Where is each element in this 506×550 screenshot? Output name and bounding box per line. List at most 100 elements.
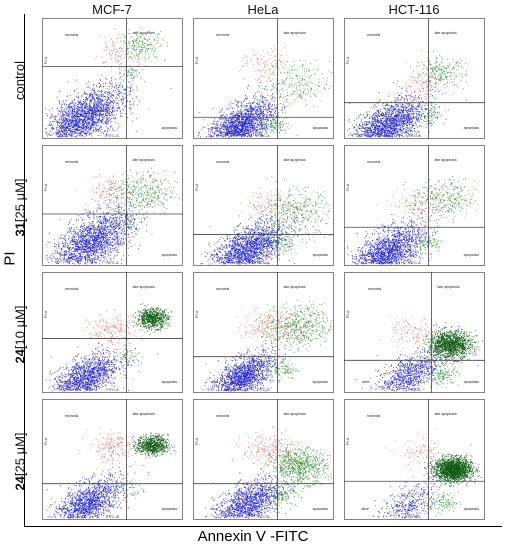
- quadrant-label-necrosis: necrosis: [367, 33, 381, 37]
- x-channel-label: FITC-A: [408, 134, 421, 138]
- quadrant-label-necrosis: necrosis: [368, 287, 382, 291]
- quadrant-label-late-apoptosis: late apoptosis: [133, 412, 155, 416]
- quadrant-label-apoptosis: apoptosis: [313, 507, 329, 511]
- quadrant-label-necrosis: necrosis: [367, 160, 381, 164]
- y-channel-label: PI-A: [346, 310, 350, 318]
- scatter-panel-0-3: necrosis late apoptosis alive apoptosis FITC…: [42, 399, 183, 520]
- scatter-panel-2-2: necrosis late apoptosis alive apoptosis FITC…: [344, 272, 485, 393]
- event-dots: [347, 176, 479, 265]
- quadrant-label-late-apoptosis: late apoptosis: [435, 31, 457, 35]
- quadrant-label-alive: alive: [361, 126, 368, 130]
- quadrant-label-late-apoptosis: late apoptosis: [284, 412, 306, 416]
- scatter-panel-1-2: necrosis late apoptosis alive apoptosis FITC…: [193, 272, 334, 393]
- y-channel-label: PI-A: [346, 183, 350, 191]
- x-channel-label: FITC-A: [257, 134, 270, 138]
- y-channel-label: PI-A: [346, 56, 350, 64]
- quadrant-label-alive: alive: [210, 253, 217, 257]
- quadrant-label-alive: alive: [210, 380, 217, 384]
- row-label-control: control: [0, 18, 40, 143]
- event-dots: [45, 22, 172, 138]
- figure-y-axis-line: [24, 14, 25, 526]
- x-channel-label: FITC-A: [106, 515, 119, 519]
- scatter-panel-2-1: necrosis late apoptosis alive apoptosis FITC…: [344, 145, 485, 266]
- y-channel-label: PI-A: [44, 310, 48, 318]
- quadrant-label-apoptosis: apoptosis: [162, 380, 178, 384]
- quadrant-label-late-apoptosis: late apoptosis: [437, 285, 459, 289]
- row-label-24-25um: 24 [25 µM]: [0, 399, 40, 524]
- quadrant-label-necrosis: necrosis: [65, 414, 79, 418]
- x-channel-label: FITC-A: [408, 388, 421, 392]
- quadrant-label-alive: alive: [361, 253, 368, 257]
- quadrant-label-necrosis: necrosis: [367, 414, 381, 418]
- event-dots: [46, 414, 177, 519]
- y-channel-label: PI-A: [195, 183, 199, 191]
- quadrant-label-late-apoptosis: late apoptosis: [133, 158, 155, 162]
- row-label-24-10um: 24 [10 µM]: [0, 272, 40, 397]
- quadrant-label-late-apoptosis: late apoptosis: [435, 158, 457, 162]
- scatter-panel-1-0: necrosis late apoptosis alive apoptosis FITC…: [193, 18, 334, 139]
- scatter-panel-0-0: necrosis late apoptosis alive apoptosis FITC…: [42, 18, 183, 139]
- quadrant-label-apoptosis: apoptosis: [464, 507, 480, 511]
- quadrant-label-apoptosis: apoptosis: [313, 380, 329, 384]
- x-channel-label: FITC-A: [106, 134, 119, 138]
- scatter-panel-2-0: necrosis late apoptosis alive apoptosis FITC…: [344, 18, 485, 139]
- x-channel-label: FITC-A: [257, 515, 270, 519]
- quadrant-label-apoptosis: apoptosis: [464, 380, 480, 384]
- quadrant-label-alive: alive: [59, 380, 66, 384]
- y-channel-label: PI-A: [44, 437, 48, 445]
- quadrant-label-alive: alive: [210, 507, 217, 511]
- x-axis-title: Annexin V -FITC: [0, 528, 506, 545]
- quadrant-label-apoptosis: apoptosis: [464, 126, 480, 130]
- scatter-panel-1-1: necrosis late apoptosis alive apoptosis FITC…: [193, 145, 334, 266]
- quadrant-label-alive: alive: [361, 507, 368, 511]
- scatter-panel-2-3: necrosis late apoptosis alive apoptosis FITC…: [344, 399, 485, 520]
- event-dots: [355, 315, 483, 392]
- quadrant-label-late-apoptosis: late apoptosis: [133, 285, 155, 289]
- quadrant-label-apoptosis: apoptosis: [162, 253, 178, 257]
- quadrant-label-late-apoptosis: late apoptosis: [284, 285, 306, 289]
- quadrant-label-necrosis: necrosis: [216, 287, 230, 291]
- quadrant-label-late-apoptosis: late apoptosis: [284, 158, 306, 162]
- quadrant-label-necrosis: necrosis: [65, 33, 79, 37]
- x-channel-label: FITC-A: [106, 388, 119, 392]
- y-channel-label: PI-A: [44, 183, 48, 191]
- x-channel-label: FITC-A: [408, 515, 421, 519]
- quadrant-label-alive: alive: [362, 380, 369, 384]
- quadrant-label-alive: alive: [59, 253, 66, 257]
- scatter-panel-1-3: necrosis late apoptosis alive apoptosis FITC…: [193, 399, 334, 520]
- quadrant-label-late-apoptosis: late apoptosis: [435, 412, 457, 416]
- quadrant-label-alive: alive: [59, 507, 66, 511]
- scatter-panel-0-2: necrosis late apoptosis alive apoptosis FITC…: [42, 272, 183, 393]
- quadrant-label-necrosis: necrosis: [216, 414, 230, 418]
- event-dots: [46, 167, 180, 265]
- quadrant-label-apoptosis: apoptosis: [162, 507, 178, 511]
- y-channel-label: PI-A: [195, 56, 199, 64]
- column-title-mcf7: MCF-7: [42, 2, 182, 17]
- quadrant-label-alive: alive: [59, 126, 66, 130]
- quadrant-label-necrosis: necrosis: [216, 160, 230, 164]
- y-channel-label: PI-A: [44, 56, 48, 64]
- y-channel-label: PI-A: [346, 437, 350, 445]
- row-label-31-25um: 31 [25 µM]: [0, 145, 40, 270]
- quadrant-label-necrosis: necrosis: [65, 287, 79, 291]
- event-dots: [373, 427, 482, 519]
- quadrant-label-apoptosis: apoptosis: [162, 126, 178, 130]
- event-dots: [347, 50, 467, 138]
- event-dots: [45, 303, 173, 392]
- event-dots: [197, 45, 332, 138]
- quadrant-label-late-apoptosis: late apoptosis: [284, 31, 306, 35]
- quadrant-label-necrosis: necrosis: [216, 33, 230, 37]
- figure-x-axis-line: [24, 526, 502, 527]
- column-title-hela: HeLa: [193, 2, 333, 17]
- x-channel-label: FITC-A: [257, 388, 270, 392]
- quadrant-label-alive: alive: [210, 126, 217, 130]
- scatter-panel-0-1: necrosis late apoptosis alive apoptosis FITC…: [42, 145, 183, 266]
- event-dots: [200, 176, 331, 265]
- event-dots: [205, 426, 332, 519]
- x-channel-label: FITC-A: [408, 261, 421, 265]
- quadrant-label-apoptosis: apoptosis: [313, 253, 329, 257]
- quadrant-label-necrosis: necrosis: [65, 160, 79, 164]
- x-channel-label: FITC-A: [257, 261, 270, 265]
- x-channel-label: FITC-A: [106, 261, 119, 265]
- quadrant-label-apoptosis: apoptosis: [313, 126, 329, 130]
